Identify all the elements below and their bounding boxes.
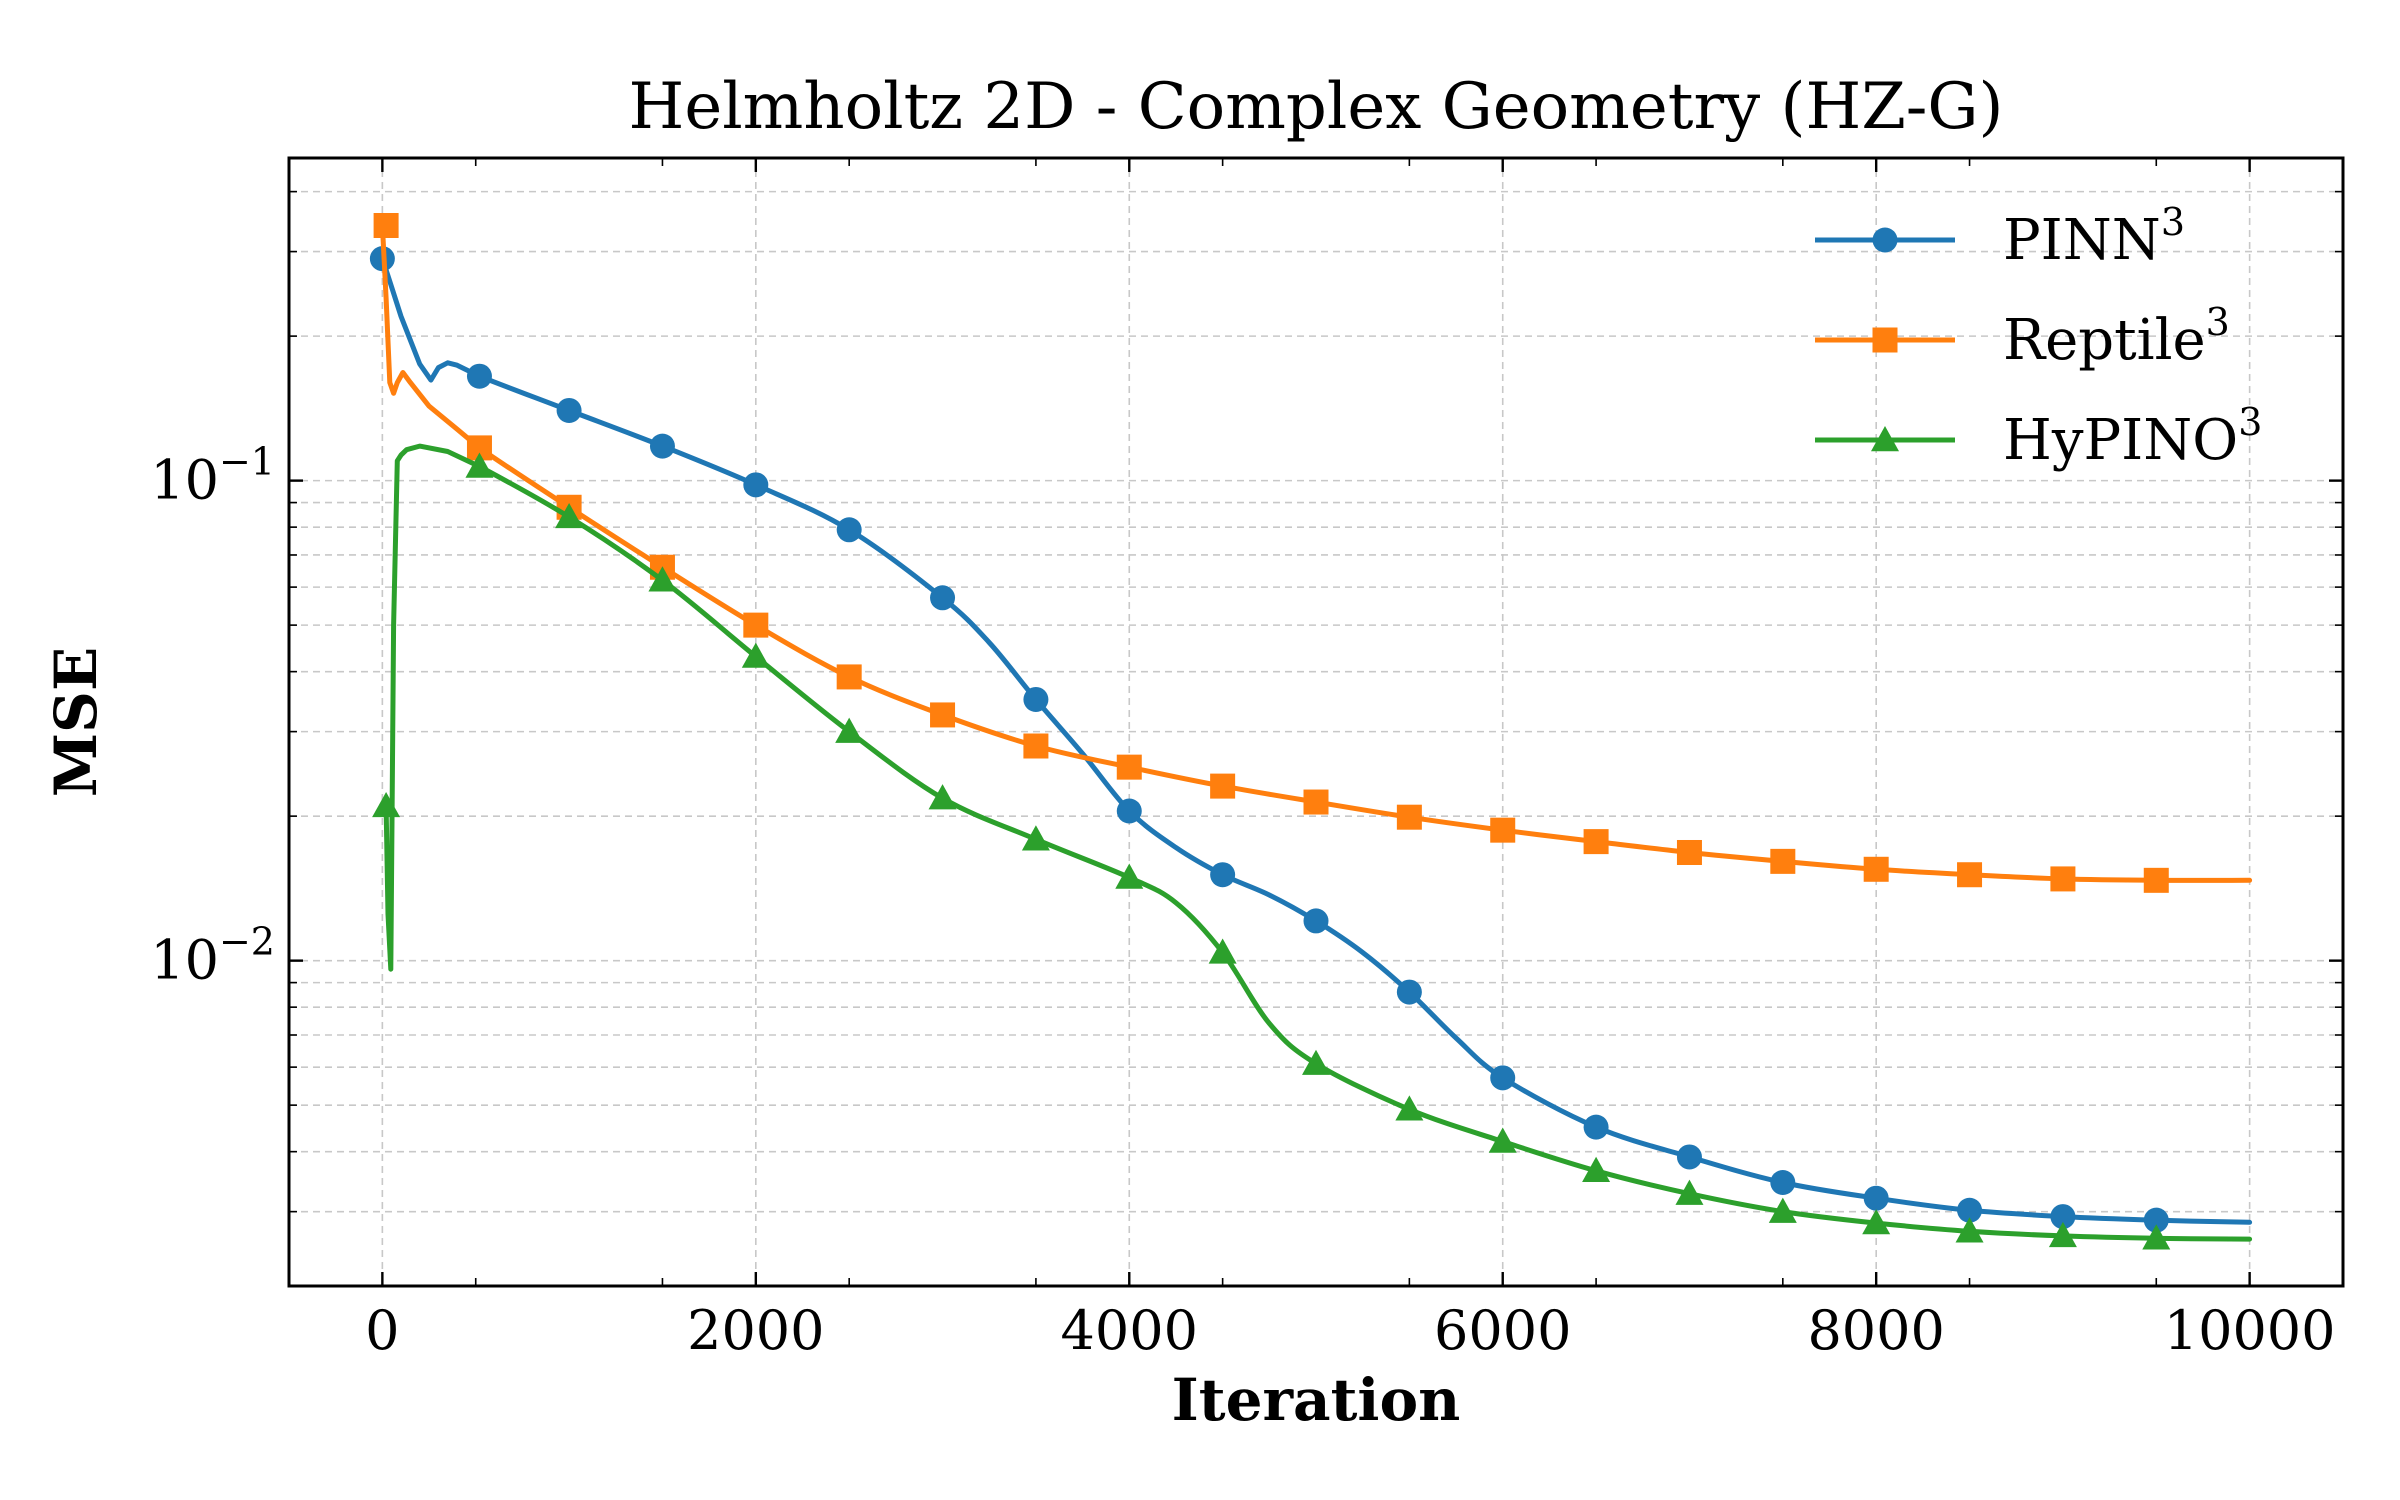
data-point xyxy=(1395,1095,1424,1121)
legend-label: HyPINO3 xyxy=(2003,400,2262,473)
series-line xyxy=(379,223,2253,883)
x-tick-label: 10000 xyxy=(2164,1299,2336,1362)
data-point xyxy=(1023,686,1049,712)
data-point xyxy=(1957,1197,1983,1223)
x-tick-label: 0 xyxy=(365,1299,399,1362)
data-point xyxy=(1490,1065,1516,1091)
data-point xyxy=(1582,1156,1611,1182)
series-hypino xyxy=(372,443,2253,1250)
data-point xyxy=(835,717,864,743)
legend: PINN3 Reptile3 HyPINO3 xyxy=(1815,200,2262,473)
data-point xyxy=(1770,848,1796,874)
data-point xyxy=(1115,863,1144,889)
data-point xyxy=(930,702,956,728)
data-point xyxy=(1021,825,1050,851)
legend-label: Reptile3 xyxy=(2003,300,2230,373)
data-point xyxy=(836,664,862,690)
data-point xyxy=(836,517,862,543)
data-point xyxy=(649,433,675,459)
y-tick-label: 10−1 xyxy=(150,440,275,512)
data-point xyxy=(2143,1207,2169,1233)
legend-label: PINN3 xyxy=(2003,200,2185,273)
data-point xyxy=(1957,862,1983,888)
legend-entry-pinn: PINN3 xyxy=(1815,200,2185,273)
data-point xyxy=(1210,862,1236,888)
series-line xyxy=(379,256,2253,1225)
data-point xyxy=(1116,754,1142,780)
data-point xyxy=(1862,1209,1891,1235)
data-point xyxy=(465,452,494,478)
plot-area-frame xyxy=(287,156,2345,1288)
data-point xyxy=(1770,1170,1796,1196)
y-tick-label: 10−2 xyxy=(150,920,275,992)
data-point xyxy=(1583,829,1609,855)
x-tick-label: 2000 xyxy=(687,1299,824,1362)
data-point xyxy=(1583,1114,1609,1140)
data-point xyxy=(1768,1197,1797,1223)
data-point xyxy=(2048,1221,2077,1248)
data-point xyxy=(555,502,584,529)
data-point xyxy=(2142,1224,2171,1250)
legend-marker xyxy=(1871,426,1899,452)
data-point xyxy=(743,612,769,638)
data-point xyxy=(1490,817,1516,843)
x-axis-label: Iteration xyxy=(1172,1366,1461,1434)
data-point xyxy=(1023,733,1049,759)
data-point xyxy=(373,213,399,239)
data-point xyxy=(1303,908,1329,934)
x-tick-label: 8000 xyxy=(1807,1299,1944,1362)
data-point xyxy=(743,472,769,498)
legend-marker xyxy=(1872,227,1898,253)
data-point xyxy=(466,363,492,389)
data-point xyxy=(1863,1185,1889,1211)
data-point xyxy=(1675,1179,1704,1205)
data-point xyxy=(1396,804,1422,830)
series-pinn xyxy=(369,246,2253,1233)
x-tick-label: 4000 xyxy=(1061,1299,1198,1362)
data-point xyxy=(1303,789,1329,815)
data-point xyxy=(1676,1144,1702,1170)
x-tick-label: 6000 xyxy=(1434,1299,1571,1362)
axis-ticks: 0 2000 4000 6000 8000 10000 10−2 10−1 xyxy=(150,158,2343,1362)
data-point xyxy=(1210,773,1236,799)
data-point xyxy=(1208,938,1237,964)
data-point xyxy=(648,566,677,592)
legend-marker xyxy=(1872,327,1898,353)
legend-entry-hypino: HyPINO3 xyxy=(1815,400,2262,473)
data-point xyxy=(1302,1049,1330,1075)
data-point xyxy=(1396,979,1422,1005)
data-point xyxy=(928,784,957,810)
data-point xyxy=(556,397,582,423)
data-point xyxy=(741,642,770,668)
chart-title: Helmholtz 2D - Complex Geometry (HZ-G) xyxy=(629,70,2004,144)
legend-entry-reptile: Reptile3 xyxy=(1815,300,2230,373)
data-point xyxy=(1488,1127,1517,1153)
data-point xyxy=(1116,798,1142,824)
data-point xyxy=(1955,1217,1984,1243)
data-point xyxy=(2050,866,2076,892)
data-point xyxy=(1863,856,1889,882)
data-point xyxy=(930,585,956,611)
series-reptile xyxy=(373,213,2253,893)
series-layer xyxy=(369,213,2253,1250)
data-point xyxy=(2050,1204,2076,1230)
y-axis-label: MSE xyxy=(42,647,110,797)
data-point xyxy=(2143,867,2169,893)
data-point xyxy=(1676,839,1702,865)
data-point xyxy=(372,791,401,818)
